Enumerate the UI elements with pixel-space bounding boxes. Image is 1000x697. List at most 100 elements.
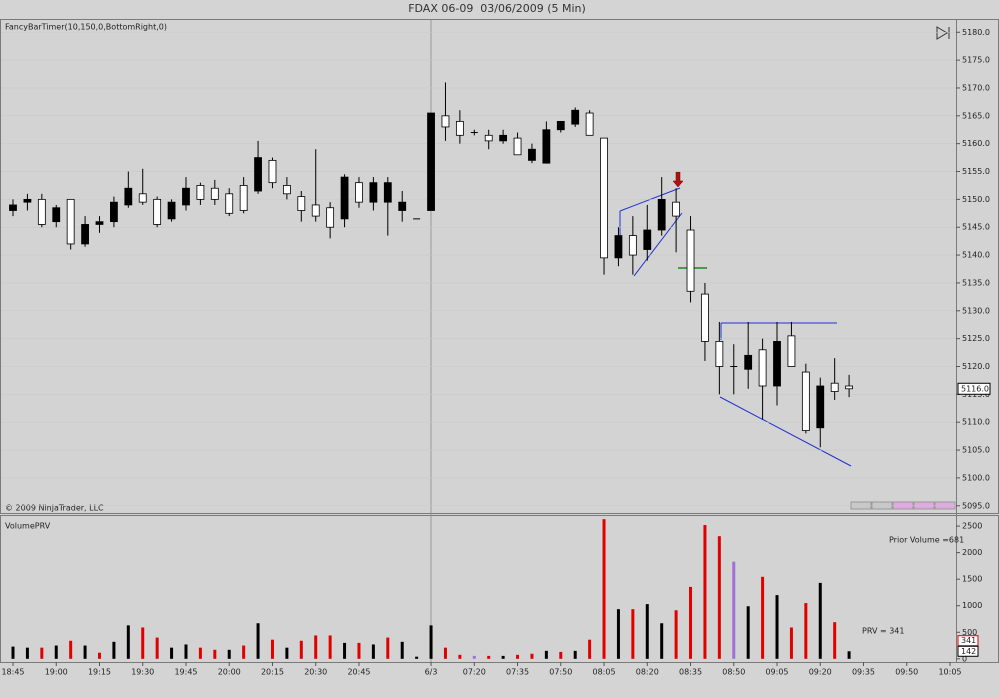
volume-bar xyxy=(242,645,246,659)
candle-body xyxy=(643,229,652,250)
x-tick-label: 08:50 xyxy=(722,668,745,677)
volume-bar xyxy=(689,586,693,659)
volume-bar xyxy=(775,595,779,659)
volume-bar xyxy=(703,525,707,659)
volume-bar xyxy=(516,654,520,659)
x-tick-label: 07:50 xyxy=(549,668,572,677)
volume-bar xyxy=(631,609,635,659)
y-tick-label: 1500 xyxy=(962,575,982,584)
volume-bar xyxy=(645,604,649,659)
candle-body xyxy=(225,193,234,214)
y-tick-label: 2500 xyxy=(962,522,982,531)
candle-body xyxy=(787,335,796,367)
prv-label: PRV = 341 xyxy=(862,627,904,636)
x-tick-label: 09:35 xyxy=(852,668,875,677)
volume-bar xyxy=(184,644,188,659)
candle-body xyxy=(210,187,219,200)
volume-bar xyxy=(588,639,592,659)
candle-body xyxy=(268,159,277,184)
volume-bar xyxy=(227,649,231,659)
volume-title: VolumePRV xyxy=(5,522,51,531)
volume-bar xyxy=(270,639,274,659)
volume-panel xyxy=(0,515,999,663)
x-tick-label: 19:30 xyxy=(131,668,154,677)
candle-body xyxy=(701,293,709,342)
x-tick-label: 20:30 xyxy=(304,668,327,677)
candle-body xyxy=(455,120,464,136)
x-tick-label: 20:00 xyxy=(218,668,241,677)
candle-body xyxy=(686,229,695,292)
volume-bar xyxy=(328,635,332,659)
volume-bar xyxy=(674,610,678,659)
candle-body xyxy=(326,207,335,228)
volume-bar xyxy=(833,622,837,659)
candle-body xyxy=(528,148,536,161)
candle-body xyxy=(124,187,133,206)
volume-bar xyxy=(660,623,664,659)
volume-bar xyxy=(501,655,505,659)
candle-body xyxy=(816,385,825,429)
volume-bar xyxy=(357,642,361,659)
x-tick-label: 10:05 xyxy=(938,668,961,677)
volume-bar xyxy=(170,647,174,659)
volume-bar xyxy=(256,623,260,659)
x-tick-label: 18:45 xyxy=(1,668,24,677)
y-tick-label: 5120.0 xyxy=(962,362,990,371)
volume-bar xyxy=(126,625,130,659)
volume-bar xyxy=(371,644,375,659)
volume-bar xyxy=(818,582,822,659)
candle-body xyxy=(138,193,147,203)
toggle-icon[interactable] xyxy=(936,26,948,40)
y-tick-label: 5155.0 xyxy=(962,167,990,176)
volume-bar xyxy=(544,650,548,659)
candle-body xyxy=(95,221,104,225)
candle-body xyxy=(311,204,320,217)
candle-body xyxy=(167,201,176,220)
panel-toggle[interactable] xyxy=(936,26,950,40)
candle-body xyxy=(37,198,46,225)
y-tick-label: 5130.0 xyxy=(962,306,990,315)
volume-bar xyxy=(112,641,116,659)
x-tick-label: 07:35 xyxy=(506,668,529,677)
x-tick-label: 09:05 xyxy=(765,668,788,677)
volume-bar xyxy=(141,627,145,659)
y-tick-label: 5175.0 xyxy=(962,56,990,65)
y-tick-label: 5145.0 xyxy=(962,223,990,232)
candle-body xyxy=(52,207,61,223)
x-tick-label: 08:20 xyxy=(636,668,659,677)
indicator-label: FancyBarTimer(10,150,0,BottomRight,0) xyxy=(5,23,167,32)
volume-bar xyxy=(314,635,318,659)
y-tick-label: 2000 xyxy=(962,548,982,557)
x-tick-label: 20:45 xyxy=(347,668,370,677)
chart-title: FDAX 06-09 03/06/2009 (5 Min) xyxy=(408,2,586,15)
y-tick-label: 1000 xyxy=(962,601,982,610)
volume-bar xyxy=(40,647,44,659)
candle-body xyxy=(254,157,262,192)
volume-bar xyxy=(69,640,73,659)
candle-body xyxy=(340,176,349,220)
candle-body xyxy=(153,198,162,225)
volume-bar xyxy=(198,647,202,659)
candle-body xyxy=(773,341,781,387)
y-tick-label: 5165.0 xyxy=(962,111,990,120)
volume-bar xyxy=(83,645,87,659)
y-tick-label: 5105.0 xyxy=(962,446,990,455)
candle-body xyxy=(744,354,753,370)
y-tick-label: 5170.0 xyxy=(962,83,990,92)
x-tick-label: 19:15 xyxy=(88,668,111,677)
y-tick-label: 5110.0 xyxy=(962,418,990,427)
candle-body xyxy=(239,185,248,211)
arrow-marker xyxy=(672,171,684,188)
y-tick-label: 5140.0 xyxy=(962,251,990,260)
trend-line xyxy=(633,212,683,277)
volume-bar xyxy=(299,640,303,659)
volume-bar xyxy=(11,646,15,659)
volume-bar xyxy=(429,625,433,659)
candle-body xyxy=(556,120,565,131)
volume-bar xyxy=(54,645,58,659)
volume-marker-label: 142 xyxy=(961,647,976,656)
candle-body xyxy=(830,382,839,392)
candle-body xyxy=(672,201,681,217)
prior-volume: Prior Volume =681 xyxy=(889,536,964,545)
